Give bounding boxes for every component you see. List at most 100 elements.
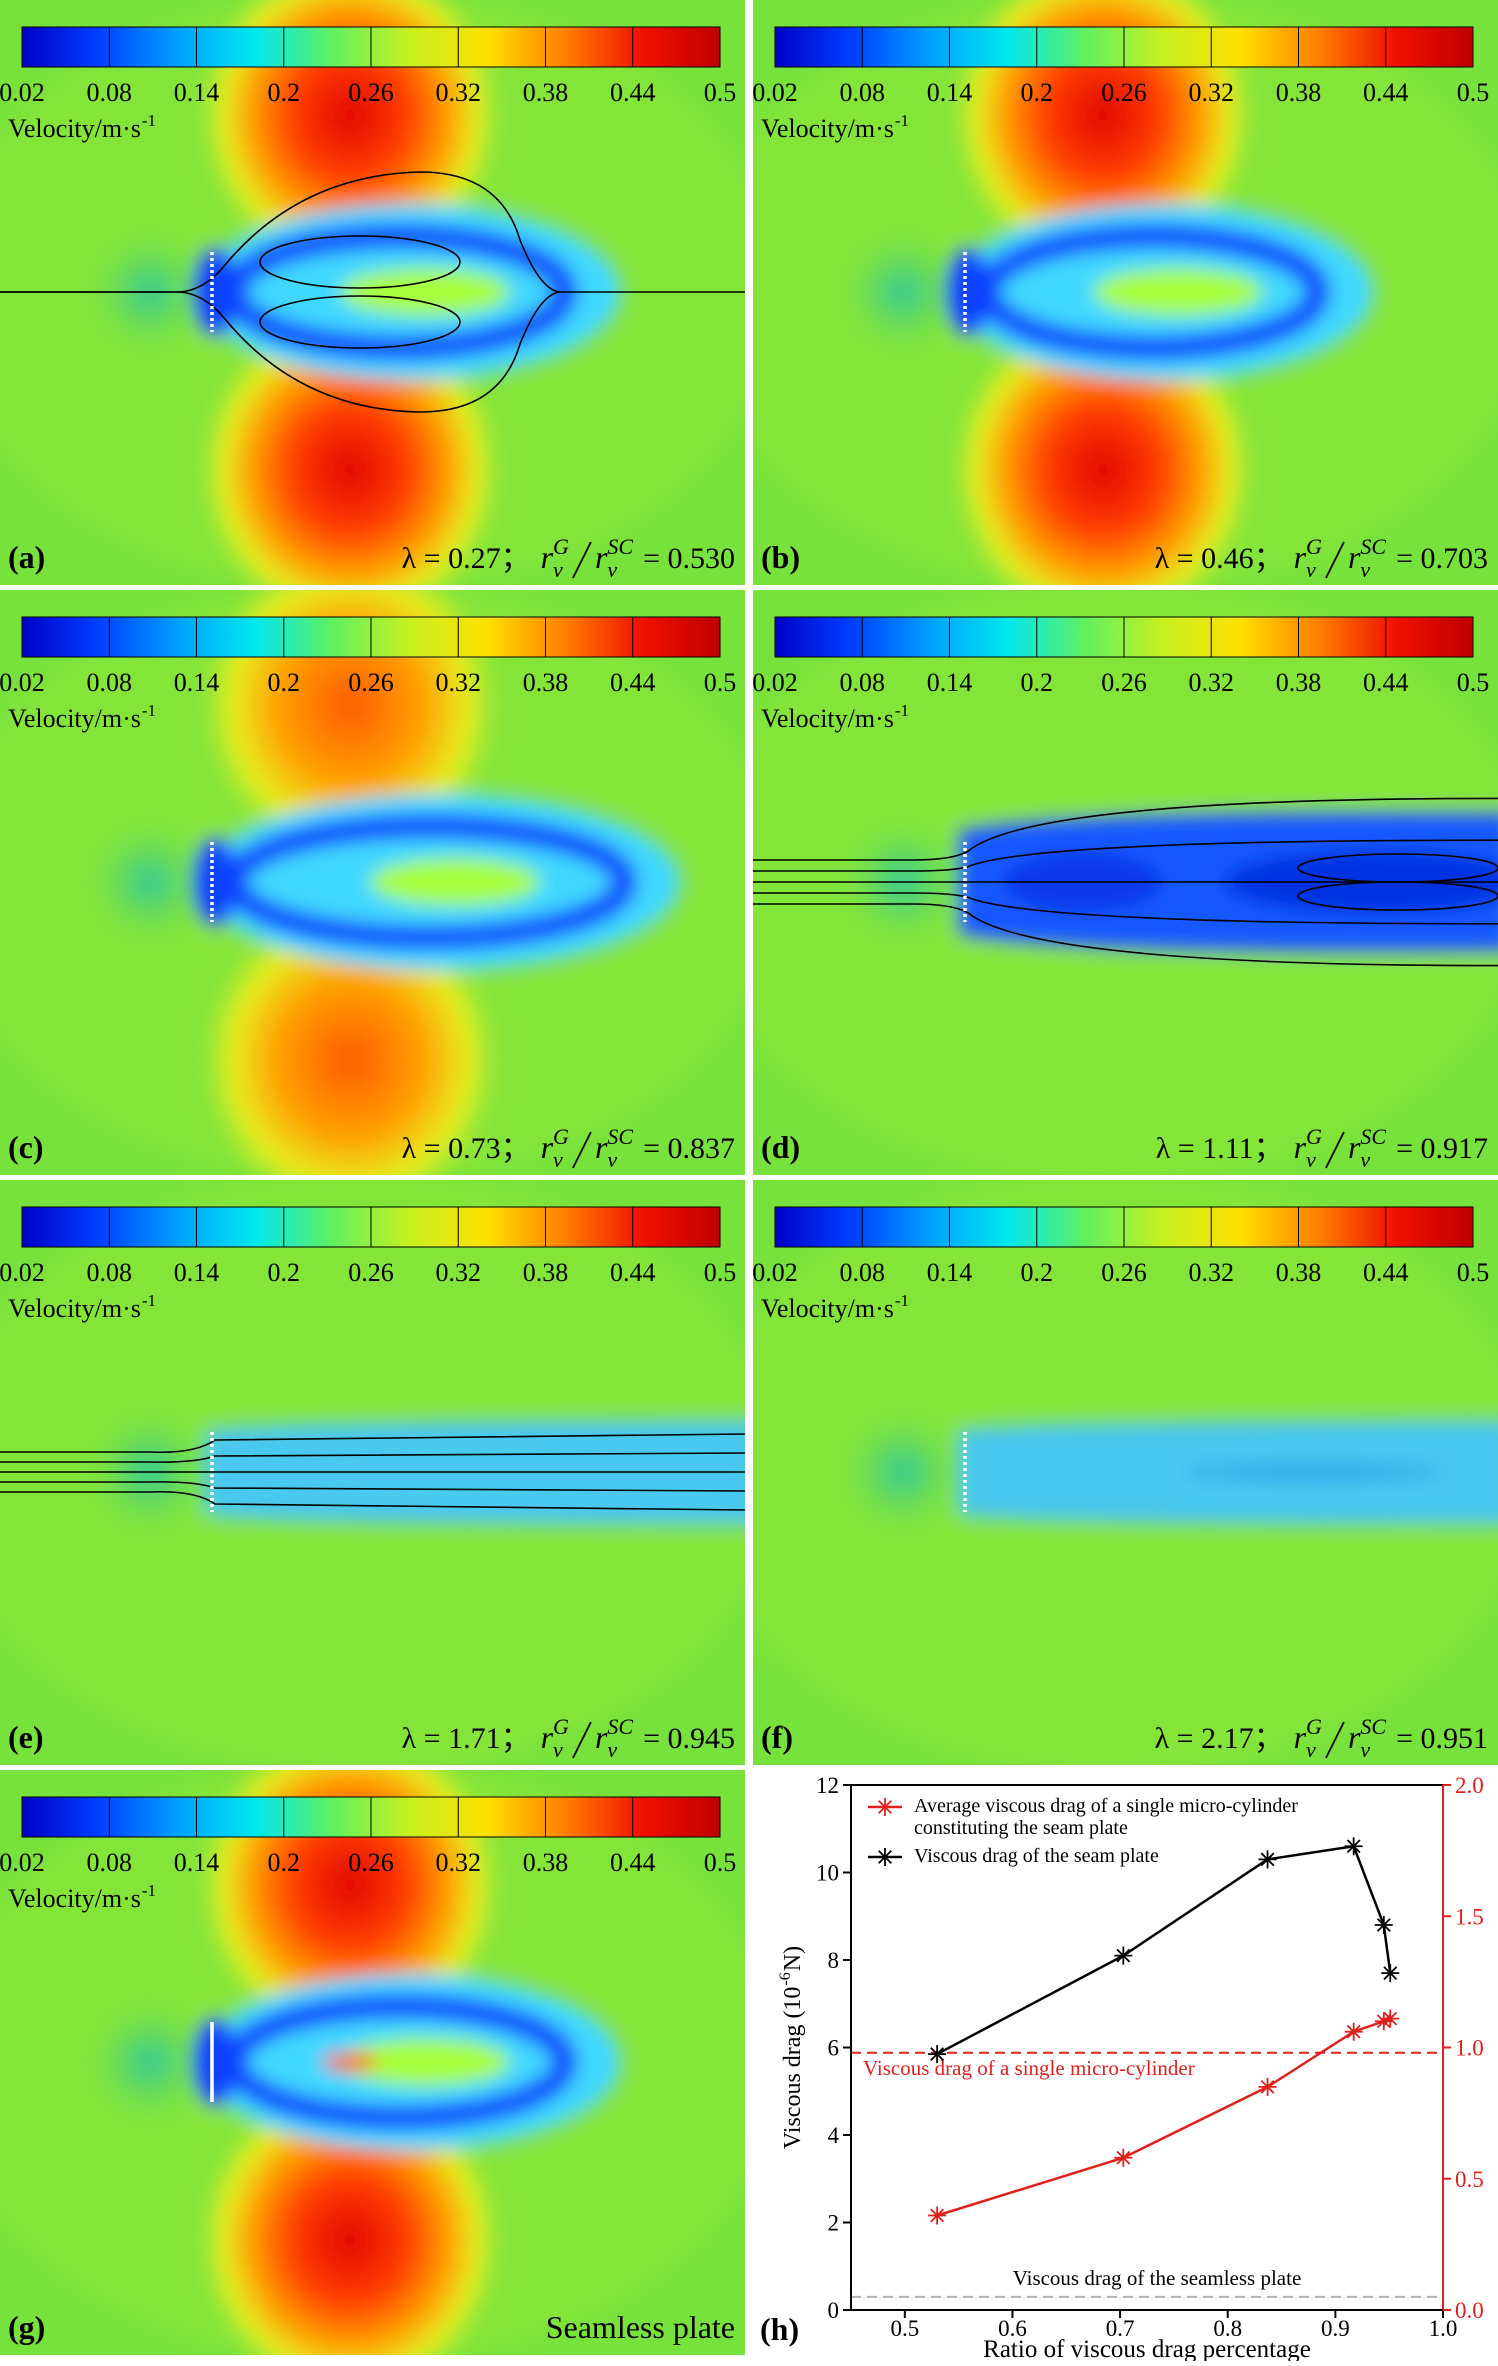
- colorbar-tick-label: 0.02: [752, 1258, 798, 1287]
- streamline: [0, 1452, 745, 1463]
- colorbar-tick-label: 0.14: [174, 668, 220, 697]
- fraction-slash: [1325, 541, 1345, 579]
- streamline: [1297, 881, 1498, 911]
- wake-core: [1183, 1464, 1443, 1480]
- streamline: [0, 291, 561, 413]
- y-tick-label: 8: [828, 1948, 840, 1973]
- label-part: -6: [777, 1972, 794, 1985]
- colorbar-tick-label: 0.2: [268, 78, 301, 107]
- label-part: SC: [607, 1124, 633, 1149]
- label-part: v: [607, 557, 617, 582]
- colorbar-label: Velocity/m·s -1: [8, 1881, 156, 1913]
- marker: [1344, 2022, 1363, 2041]
- colorbar-tick-label: 0.26: [348, 78, 394, 107]
- colorbar-label: Velocity/m·s -1: [761, 1291, 909, 1323]
- velocity-field: [753, 0, 1498, 585]
- label-part: SC: [1360, 1714, 1386, 1739]
- marker: [1258, 1850, 1277, 1869]
- annotation: λ = 1.11； r vG r vSC = 0.917: [1156, 1124, 1488, 1172]
- colorbar-tick-label: 0.32: [436, 668, 482, 697]
- label-part: r: [595, 1129, 608, 1165]
- panel-label: (e): [8, 1719, 44, 1755]
- y-tick-label: 4: [828, 2123, 840, 2148]
- streamline: [753, 892, 1498, 925]
- label-part: = 0.837: [643, 1132, 735, 1165]
- label-part: λ = 1.71；: [402, 1722, 531, 1755]
- reference-label: Viscous drag of the seamless plate: [1013, 2266, 1302, 2290]
- y-tick-label: 0: [828, 2298, 840, 2323]
- colorbar-tick-label: 0.08: [87, 78, 133, 107]
- colorbar-label: Velocity/m·s -1: [8, 701, 156, 733]
- fraction-slash: [572, 541, 592, 579]
- contour-panel: 0.02 0.08 0.14 0.2 0.26 0.32 0.38 0.44 0.5 Veloci…: [752, 590, 1498, 1175]
- y-tick-label: 2: [828, 2211, 840, 2236]
- velocity-field: [0, 590, 745, 1175]
- colorbar-tick-label: 0.2: [268, 668, 301, 697]
- colorbar-label: Velocity/m·s -1: [761, 111, 909, 143]
- colorbar-tick-label: 0.38: [523, 1848, 569, 1877]
- line-panel: Viscous drag of a single micro-cylinder V…: [753, 1770, 1498, 2363]
- colorbar-tick-label: 0.38: [523, 668, 569, 697]
- front-zone: [946, 247, 990, 337]
- colorbar-tick-label: 0.44: [610, 78, 656, 107]
- streamline: [0, 171, 745, 293]
- label-part: v: [1360, 1147, 1370, 1172]
- colorbar-tick-label: 0.2: [268, 1848, 301, 1877]
- label-part: r: [1294, 539, 1307, 575]
- reference-label: Viscous drag of a single micro-cylinder: [863, 2056, 1195, 2080]
- label-part: Velocity/m·s: [761, 114, 894, 143]
- colorbar-tick-label: 0.26: [348, 668, 394, 697]
- label-part: v: [1360, 557, 1370, 582]
- marker: [1344, 1837, 1363, 1856]
- streamline: [753, 839, 1498, 872]
- streamline: [753, 797, 1498, 861]
- colorbar-tick-label: 0.5: [704, 1258, 737, 1287]
- wake-hot: [322, 2053, 378, 2071]
- legend-text: Average viscous drag of a single micro-c…: [914, 1795, 1298, 1839]
- colorbar-tick-label: 0.32: [436, 78, 482, 107]
- label-part: SC: [607, 534, 633, 559]
- label-part: = 0.703: [1396, 542, 1488, 575]
- colorbar-tick-label: 0.08: [840, 668, 886, 697]
- label-part: = 0.951: [1396, 1722, 1488, 1755]
- colorbar-tick-label: 0.02: [752, 668, 798, 697]
- colorbar-tick-label: 0.38: [523, 78, 569, 107]
- velocity-field: [753, 590, 1498, 1175]
- colorbar-tick-label: 0.38: [523, 1258, 569, 1287]
- colorbar-tick-label: 0.2: [268, 1258, 301, 1287]
- legend-entry: Average viscous drag of a single micro-c…: [914, 1795, 1298, 1839]
- caption: Seamless plate: [546, 2309, 735, 2345]
- label-part: -1: [142, 111, 156, 130]
- marker: [928, 2206, 947, 2225]
- marker: [1381, 2009, 1400, 2028]
- contour-panel: 0.02 0.08 0.14 0.2 0.26 0.32 0.38 0.44 0.5 Veloci…: [0, 1770, 745, 2355]
- upstream-zone: [833, 1402, 973, 1542]
- streamline: [0, 1433, 745, 1454]
- wake-core: [340, 2038, 510, 2086]
- colorbar-tick-label: 0.5: [704, 668, 737, 697]
- panel-label: (a): [8, 539, 45, 575]
- label-part: v: [553, 1737, 563, 1762]
- legend-entry: Viscous drag of the seam plate: [914, 1845, 1159, 1867]
- x-tick-label: 0.9: [1321, 2316, 1350, 2341]
- label-part: = 0.530: [643, 542, 735, 575]
- legend-marker: [876, 1798, 894, 1816]
- colorbar-tick-label: 0.38: [1276, 78, 1322, 107]
- label-part: G: [1306, 1714, 1322, 1739]
- x-tick-label: 0.7: [1106, 2316, 1135, 2341]
- colorbar-tick-label: 0.32: [1189, 668, 1235, 697]
- contour-panel: 0.02 0.08 0.14 0.2 0.26 0.32 0.38 0.44 0.5 Veloci…: [752, 0, 1498, 585]
- label-part: -1: [895, 701, 909, 720]
- colorbar-tick-label: 0.44: [610, 1848, 656, 1877]
- contour-panel: 0.02 0.08 0.14 0.2 0.26 0.32 0.38 0.44 0.5 Veloci…: [0, 0, 745, 585]
- upstream-zone: [80, 812, 220, 952]
- label-part: r: [1348, 1719, 1361, 1755]
- marker: [1114, 2148, 1133, 2167]
- field-blur: [0, 1180, 745, 1765]
- x-tick-label: 0.6: [998, 2316, 1027, 2341]
- streamline: [0, 1490, 745, 1511]
- colorbar-tick-label: 0.44: [1363, 668, 1409, 697]
- annotation: λ = 2.17； r vG r vSC = 0.951: [1155, 1714, 1488, 1762]
- x-axis-title: Ratio of viscous drag percentage: [983, 2336, 1311, 2361]
